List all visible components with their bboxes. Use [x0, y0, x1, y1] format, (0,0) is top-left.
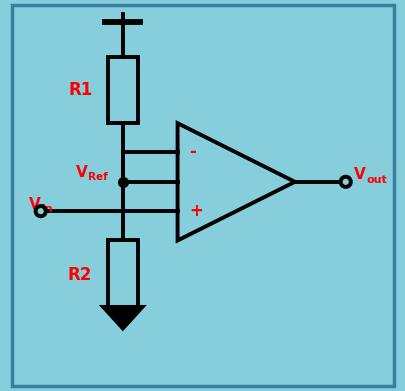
- Text: in: in: [41, 204, 53, 214]
- Text: V: V: [353, 167, 364, 182]
- Bar: [108, 240, 137, 309]
- Circle shape: [36, 206, 46, 216]
- Text: out: out: [366, 175, 386, 185]
- Text: R1: R1: [68, 81, 92, 99]
- Circle shape: [340, 177, 350, 187]
- Text: -: -: [189, 143, 196, 161]
- Text: R2: R2: [68, 265, 92, 284]
- Text: V: V: [29, 197, 40, 212]
- Text: V: V: [76, 165, 87, 179]
- Bar: [108, 57, 137, 123]
- Text: Ref: Ref: [87, 172, 107, 182]
- Polygon shape: [103, 307, 142, 328]
- Text: +: +: [189, 202, 202, 220]
